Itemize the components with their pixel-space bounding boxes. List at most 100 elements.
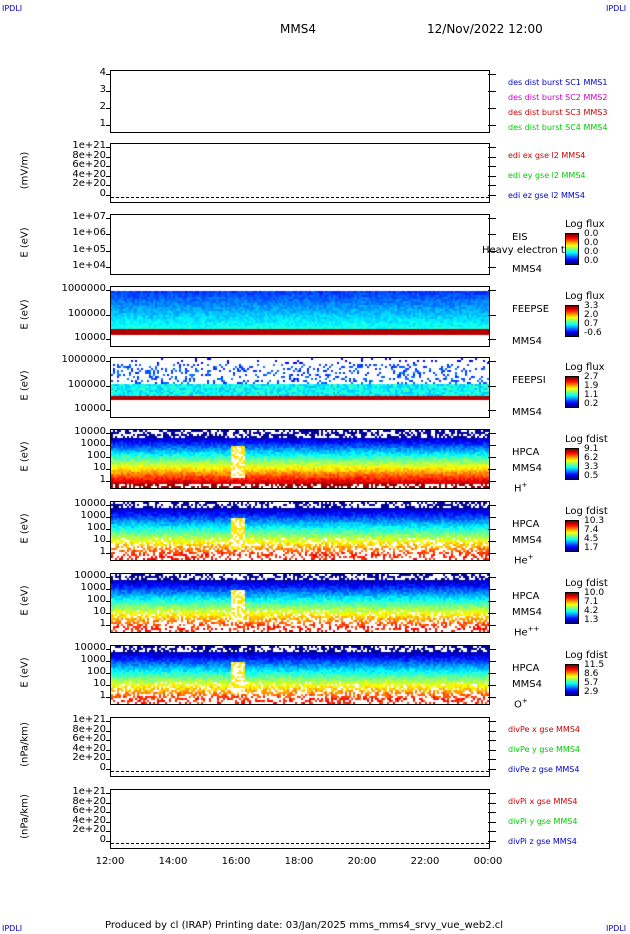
ytick-label: 10000: [74, 642, 106, 653]
instrument-spacecraft: MMS4: [512, 607, 542, 618]
ylabel: E (eV): [19, 298, 31, 330]
colorbar-value: 1.7: [584, 543, 599, 553]
ytick-mark-right: [488, 759, 496, 761]
ytick-mark-right: [488, 385, 496, 387]
ytick-mark: [106, 721, 110, 722]
ytick-label: 1000000: [61, 283, 106, 294]
colorbar-value: 3.3: [584, 301, 599, 311]
species-charge: +: [521, 481, 528, 489]
ytick-mark-right: [488, 740, 496, 742]
ytick-label: 10000: [74, 498, 106, 509]
ytick-mark: [106, 793, 110, 794]
ylabel: E (eV): [19, 369, 31, 401]
ytick-mark: [106, 234, 110, 236]
ytick-label: 1e+21: [72, 714, 106, 725]
ytick-mark: [106, 802, 110, 804]
ytick-label: 10000: [74, 570, 106, 581]
instrument-spacecraft: MMS4: [512, 679, 542, 690]
ytick-mark-right: [488, 361, 496, 362]
colorbar-value: 4.5: [584, 534, 599, 544]
colorbar: [565, 520, 579, 552]
ytick-label: 0: [99, 834, 106, 845]
instrument-name: HPCA: [512, 519, 540, 530]
ytick-mark: [106, 625, 110, 626]
ytick-label: 8e+20: [72, 723, 106, 735]
legend-entry: edi ex gse l2 MMS4: [508, 151, 586, 160]
colorbar-title: Log flux: [565, 219, 605, 230]
colorbar-title: Log fdist: [565, 434, 608, 445]
ytick-mark-right: [488, 433, 496, 434]
ytick-mark: [106, 125, 110, 126]
species-label: H+: [514, 481, 528, 495]
ytick-mark-right: [488, 234, 496, 236]
colorbar-value: 0.2: [584, 399, 599, 409]
ytick-mark-right: [488, 649, 496, 650]
panel-divpe: [110, 717, 490, 777]
colorbar-title: Log fdist: [565, 650, 608, 661]
ytick-mark-right: [488, 339, 496, 340]
colorbar-title: Log fdist: [565, 578, 608, 589]
ytick-label: 10: [93, 678, 106, 689]
ytick-mark-right: [488, 821, 496, 823]
ytick-mark-right: [488, 457, 496, 458]
zero-line: [111, 771, 489, 772]
ytick-label: 1e+07: [72, 211, 106, 222]
instrument-name: HPCA: [512, 663, 540, 674]
colorbar-value: 5.7: [584, 678, 599, 688]
ytick-label: 1e+21: [72, 140, 106, 151]
ytick-mark: [106, 613, 110, 614]
legend-entry: des dist burst SC1 MMS1: [508, 78, 608, 87]
ytick-mark-right: [488, 625, 496, 626]
spectrogram-feepsi: [111, 358, 489, 417]
ytick-mark: [106, 821, 110, 823]
ytick-mark-right: [488, 721, 496, 722]
xtick-label: 22:00: [410, 856, 440, 867]
ytick-label: 1: [99, 474, 106, 485]
ytick-mark: [106, 410, 110, 411]
colorbar-value: 7.1: [584, 597, 599, 607]
ytick-mark: [106, 433, 110, 434]
ytick-label: 100: [86, 450, 106, 461]
ytick-label: 4: [99, 67, 106, 78]
ytick-mark-right: [488, 577, 496, 578]
ytick-mark: [106, 685, 110, 686]
colorbar-value: 0.0: [584, 256, 599, 266]
ytick-mark-right: [488, 589, 496, 590]
ytick-label: 100: [86, 666, 106, 677]
xtick-label: 14:00: [158, 856, 188, 867]
ytick-mark-right: [488, 685, 496, 686]
ytick-label: 1: [99, 690, 106, 701]
ytick-mark-right: [488, 125, 496, 126]
panel-edi-efield: [110, 143, 490, 203]
ytick-mark: [106, 831, 110, 833]
colorbar-value: 0.0: [584, 247, 599, 257]
ytick-label: 4e+20: [72, 742, 106, 754]
ytick-mark-right: [488, 290, 496, 291]
spectrogram-feepse: [111, 287, 489, 346]
ytick-mark-right: [488, 769, 496, 770]
instrument-name: HPCA: [512, 591, 540, 602]
ytick-mark-right: [488, 613, 496, 614]
panel-spacecraft-flags: [110, 70, 490, 133]
ytick-mark: [106, 541, 110, 542]
ytick-mark: [106, 740, 110, 742]
footer-text: Produced by cl (IRAP) Printing date: 03/…: [105, 920, 504, 931]
instrument-spacecraft: MMS4: [512, 407, 542, 418]
instrument-name: HPCA: [512, 447, 540, 458]
ytick-mark-right: [488, 410, 496, 411]
ytick-label: 1e+04: [72, 260, 106, 271]
ytick-mark: [106, 759, 110, 761]
spacecraft-title: MMS4: [280, 22, 316, 36]
ylabel: (mV/m): [19, 151, 31, 190]
ytick-mark: [106, 661, 110, 662]
corner-label-bottom-right: IPDLI: [606, 924, 627, 933]
ytick-mark-right: [488, 267, 496, 268]
ytick-mark: [106, 290, 110, 291]
ytick-mark: [106, 505, 110, 506]
ytick-mark-right: [488, 74, 496, 75]
corner-label-bottom-left: IPDLI: [2, 924, 23, 933]
ytick-mark-right: [488, 314, 496, 316]
colorbar: [565, 592, 579, 624]
colorbar-value: -0.6: [584, 328, 602, 338]
instrument-name: FEEPSI: [512, 375, 546, 386]
